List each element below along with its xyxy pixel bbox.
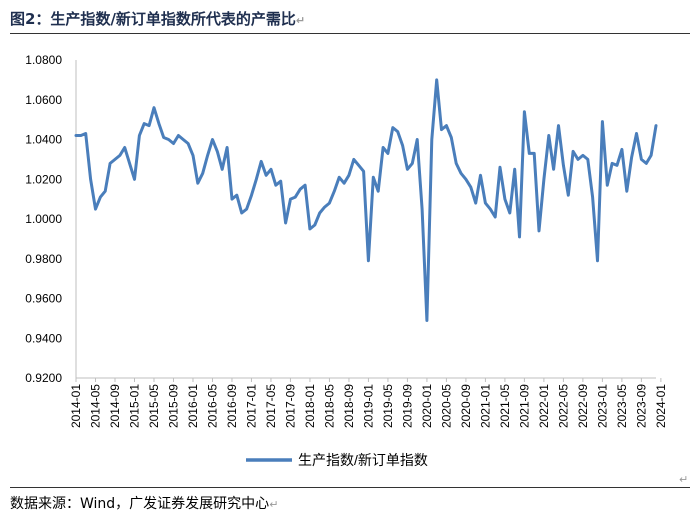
x-tick-label: 2018-09 [342,384,356,428]
x-tick-label: 2019-05 [381,384,395,428]
x-tick-label: 2017-05 [264,384,278,428]
line-chart: 0.9200 0.9400 0.9600 0.9800 1.0000 1.0200 1.04… [25,53,668,468]
x-tick-label: 2017-01 [244,384,258,428]
x-tick-label: 2015-05 [147,384,161,428]
y-tick-label: 1.0200 [25,172,62,186]
y-tick-label: 1.0000 [25,212,62,226]
figure-title: 图2：生产指数/新订单指数所代表的产需比↵ [10,6,690,32]
source-rule [10,487,690,488]
x-tick-label: 2019-09 [400,384,414,428]
y-tick-label: 0.9800 [25,252,62,266]
y-tick-label: 1.0400 [25,133,62,147]
x-tick-label: 2021-05 [498,384,512,428]
series-line [74,78,658,322]
y-tick-label: 0.9600 [25,292,62,306]
x-tick-label: 2016-01 [186,384,200,428]
source-text: 数据来源：Wind，广发证券发展研究中心 [10,496,270,512]
x-tick-label: 2022-09 [576,384,590,428]
x-tick-label: 2015-09 [166,384,180,428]
figure-title-text: 图2：生产指数/新订单指数所代表的产需比 [10,10,296,28]
x-tick-label: 2021-09 [517,384,531,428]
x-tick-label: 2021-01 [478,384,492,428]
x-tick-label: 2019-01 [361,384,375,428]
x-tick-label: 2023-05 [615,384,629,428]
x-tick-label: 2023-09 [634,384,648,428]
x-tick-label: 2020-09 [459,384,473,428]
paragraph-mark-icon: ↵ [679,473,689,486]
y-tick-label: 1.0800 [25,53,62,67]
y-tick-label: 0.9200 [25,371,62,385]
x-tick-label: 2018-01 [303,384,317,428]
x-tick-label: 2014-05 [88,384,102,428]
return-mark-icon: ↵ [295,14,306,27]
x-tick-label: 2014-01 [69,384,83,428]
x-tick-label: 2022-05 [556,384,570,428]
x-tick-label: 2020-01 [420,384,434,428]
source-note: 数据来源：Wind，广发证券发展研究中心↵ [10,492,278,517]
x-tick-label: 2015-01 [127,384,141,428]
x-tick-label: 2023-01 [595,384,609,428]
x-tick-label: 2022-01 [537,384,551,428]
title-rule [10,33,690,34]
x-tick-label: 2024-01 [654,384,668,428]
legend-label: 生产指数/新订单指数 [298,452,428,468]
y-tick-label: 1.0600 [25,93,62,107]
x-tick-label: 2016-09 [225,384,239,428]
y-tick-label: 0.9400 [25,331,62,345]
x-tick-label: 2016-05 [205,384,219,428]
x-tick-label: 2017-09 [283,384,297,428]
x-tick-label: 2020-05 [439,384,453,428]
x-tick-label: 2018-05 [322,384,336,428]
x-tick-label: 2014-09 [108,384,122,428]
return-mark-icon: ↵ [269,498,279,511]
